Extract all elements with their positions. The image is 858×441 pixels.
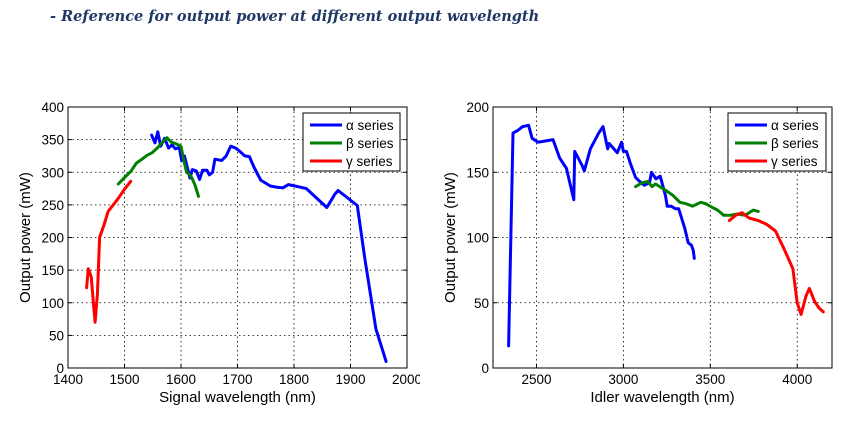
series-line-0: [150, 130, 388, 363]
x-tick-label: 3000: [608, 372, 638, 387]
y-tick-label: 150: [41, 263, 64, 278]
y-tick-label: 0: [56, 361, 64, 376]
y-tick-label: 100: [41, 296, 64, 311]
legend-label: γ series: [346, 154, 393, 169]
x-tick-label: 1700: [222, 372, 252, 387]
x-tick-label: 1600: [166, 372, 196, 387]
x-tick-label: 1900: [335, 372, 365, 387]
legend-label: α series: [346, 118, 394, 133]
series-line-2: [85, 179, 133, 324]
y-tick-label: 200: [41, 231, 64, 246]
x-tick-label: 1500: [109, 372, 139, 387]
series-line-2: [727, 211, 825, 316]
x-axis-label: Idler wavelength (nm): [590, 389, 734, 406]
grid: [68, 107, 407, 368]
y-tick-label: 200: [466, 100, 489, 115]
legend-label: γ series: [771, 154, 818, 169]
y-tick-label: 0: [481, 361, 489, 376]
y-axis-label: Output power (mW): [17, 172, 34, 303]
legend-label: β series: [771, 136, 819, 151]
x-tick-label: 3500: [695, 372, 725, 387]
x-tick-label: 2000: [392, 372, 420, 387]
x-tick-label: 2500: [521, 372, 551, 387]
x-axis-label: Signal wavelength (nm): [159, 389, 316, 406]
y-axis-label: Output power (mW): [442, 172, 459, 303]
legend-label: α series: [771, 118, 819, 133]
y-tick-label: 50: [49, 328, 64, 343]
y-tick-label: 250: [41, 198, 64, 213]
legend-label: β series: [346, 136, 394, 151]
chart-signal: 1400 1500 1600 1700 1800 1900 2000 0 50 100 150 200…: [17, 100, 420, 406]
y-tick-label: 400: [41, 100, 64, 115]
y-tick-label: 50: [474, 296, 489, 311]
y-tick-label: 300: [41, 165, 64, 180]
legend: α series β series γ series: [727, 112, 827, 172]
y-tick-label: 100: [466, 231, 489, 246]
y-tick-label: 350: [41, 133, 64, 148]
y-tick-label: 150: [466, 165, 489, 180]
series-line-0: [507, 123, 696, 348]
legend: α series β series γ series: [302, 112, 401, 172]
x-tick-label: 1400: [53, 372, 83, 387]
x-tick-label: 4000: [782, 372, 812, 387]
series-line-1: [116, 136, 200, 198]
page-heading: - Reference for output power at differen…: [50, 8, 540, 25]
x-tick-label: 1800: [279, 372, 309, 387]
grid: [493, 107, 832, 368]
